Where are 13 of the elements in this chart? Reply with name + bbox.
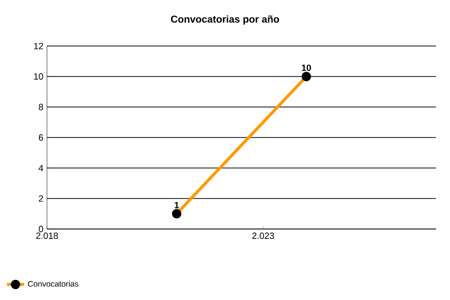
y-tick-label: 10 xyxy=(34,73,44,80)
y-tick-label: 2 xyxy=(38,195,44,202)
y-tick-label: 8 xyxy=(38,104,44,110)
data-label: 10 xyxy=(302,64,311,71)
data-label: 1 xyxy=(174,202,179,208)
y-tick-label: 6 xyxy=(38,134,44,141)
x-tick-label: 2.018 xyxy=(36,232,58,239)
legend-label: Convocatorias xyxy=(28,280,78,287)
y-tick-label: 4 xyxy=(38,164,44,172)
y-tick-label: 0 xyxy=(38,226,44,232)
y-tick-label: 12 xyxy=(34,42,44,50)
x-tick-label: 2.023 xyxy=(252,232,274,239)
chart-title: Convocatorias por año xyxy=(170,15,280,25)
